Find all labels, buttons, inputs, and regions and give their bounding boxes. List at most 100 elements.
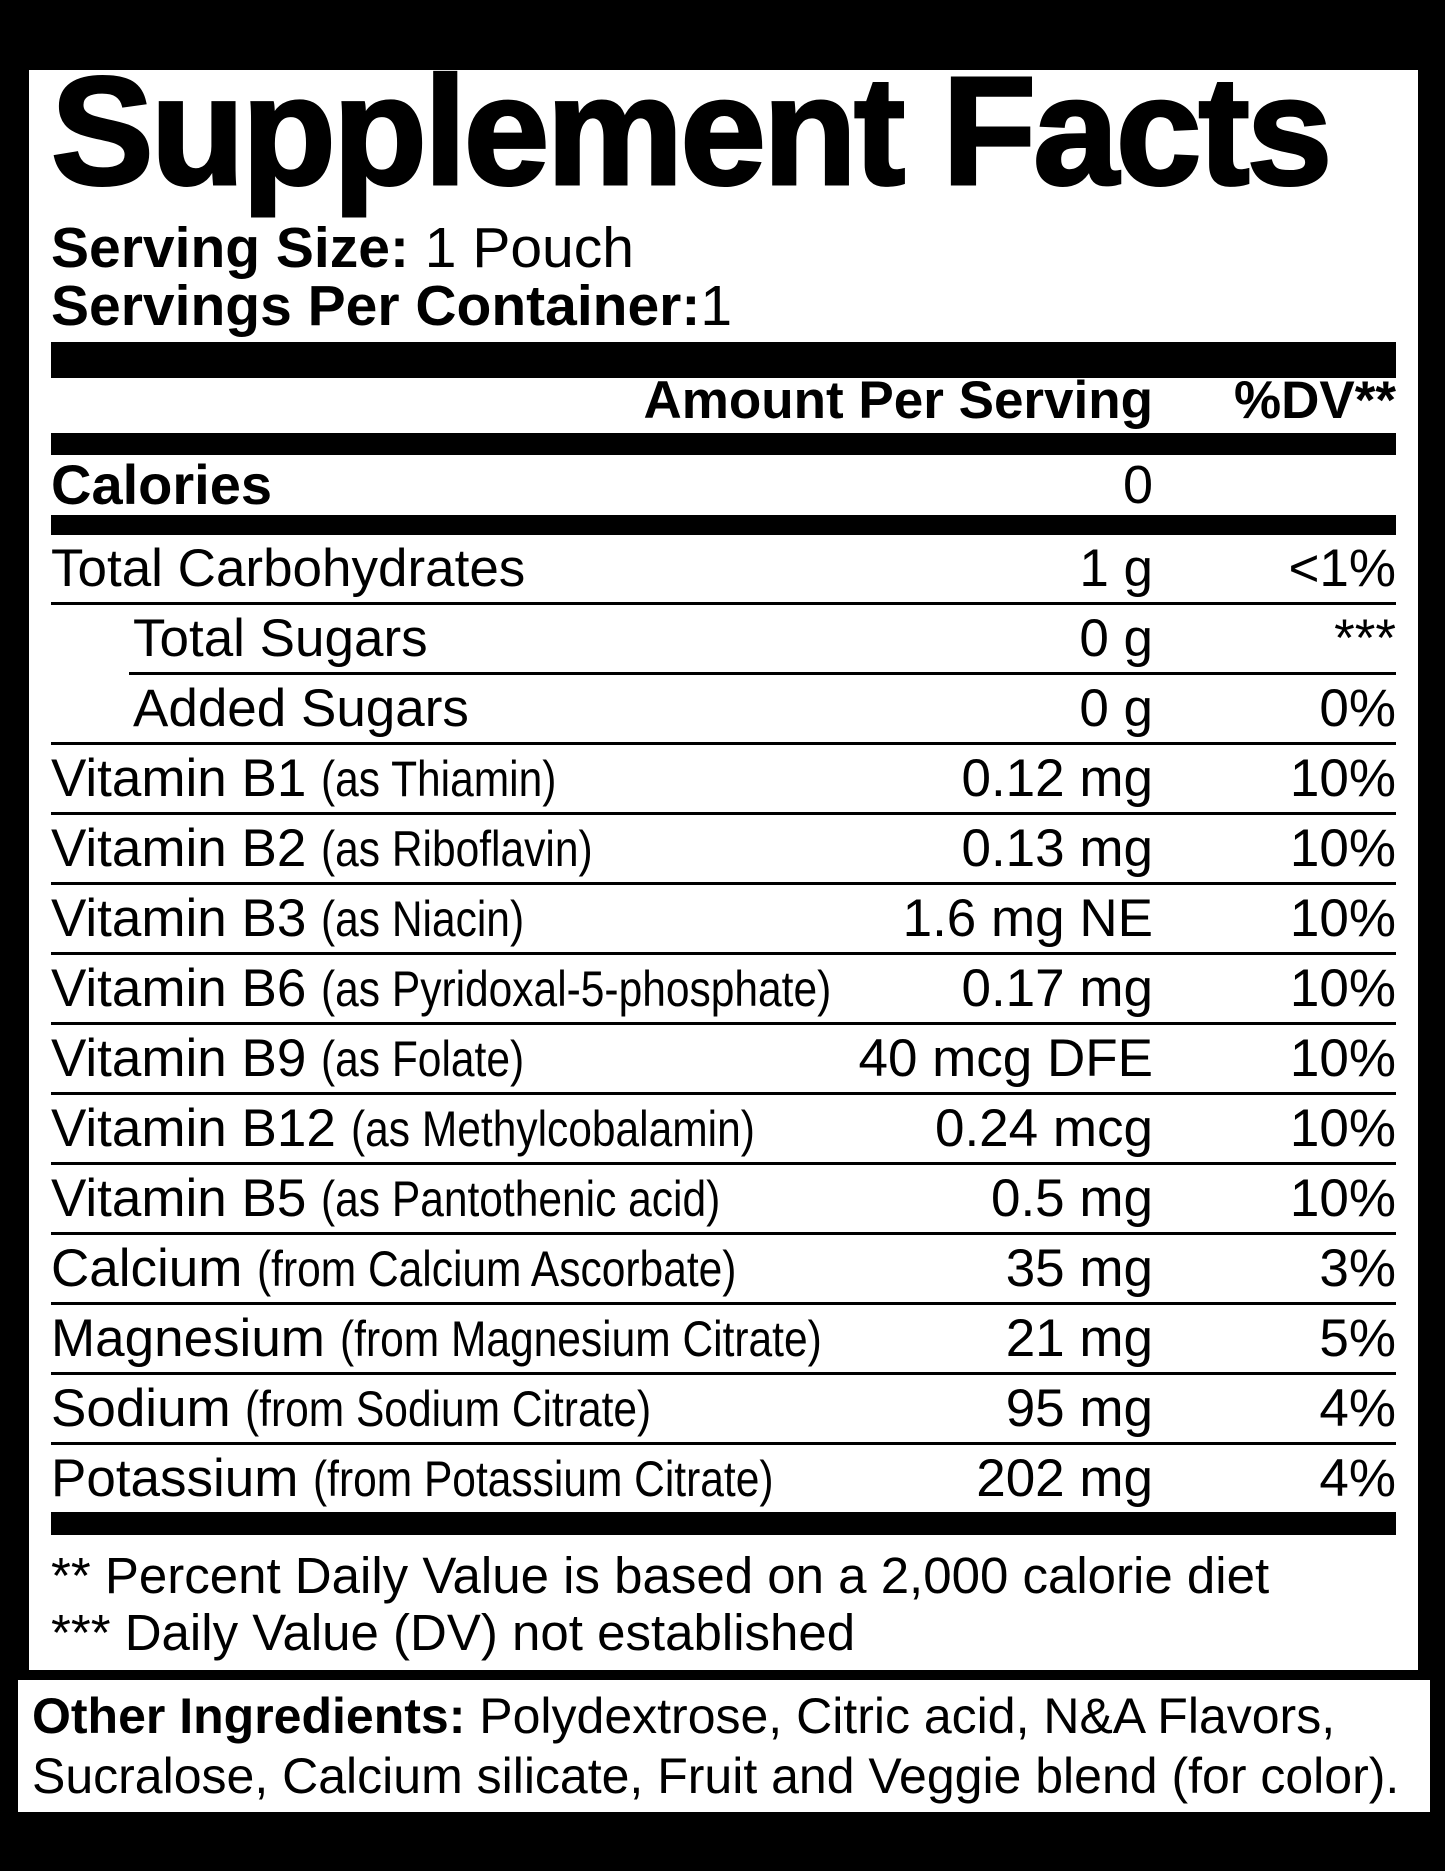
row-separator: [51, 882, 1396, 885]
nutrient-dv: 10%: [1289, 1169, 1396, 1228]
row-separator: [51, 1162, 1396, 1165]
nutrient-table: Total Carbohydrates 1 g <1% Total Sugars…: [51, 535, 1396, 1512]
row-separator: [51, 602, 1396, 605]
nutrient-amount: 202 mg: [976, 1449, 1153, 1508]
table-row: Magnesium (from Magnesium Citrate) 21 mg…: [51, 1305, 1396, 1372]
calories-row: Calories 0: [51, 453, 1396, 516]
row-separator: [51, 1302, 1396, 1305]
other-ingredients-text-2: Sucralose, Calcium silicate, Fruit and V…: [32, 1748, 1400, 1804]
table-row: Vitamin B1 (as Thiamin) 0.12 mg 10%: [51, 745, 1396, 812]
table-row: Vitamin B3 (as Niacin) 1.6 mg NE 10%: [51, 885, 1396, 952]
nutrient-amount: 0.17 mg: [961, 959, 1153, 1018]
table-header-row: Amount Per Serving %DV**: [51, 371, 1396, 433]
nutrient-amount: 1 g: [1079, 539, 1153, 598]
nutrient-name: Total Sugars: [133, 609, 428, 668]
row-separator: [51, 1372, 1396, 1375]
other-ingredients-line2: Sucralose, Calcium silicate, Fruit and V…: [32, 1746, 1416, 1806]
nutrient-source: (as Niacin): [321, 891, 525, 947]
nutrient-source: (as Pyridoxal-5-phosphate): [321, 961, 832, 1017]
footnote-dv-not-established: *** Daily Value (DV) not established: [51, 1604, 856, 1661]
nutrient-source: (as Methylcobalamin): [350, 1101, 755, 1157]
nutrient-dv: 5%: [1319, 1309, 1396, 1368]
nutrient-name: Total Carbohydrates: [51, 539, 526, 598]
nutrient-amount: 35 mg: [1005, 1239, 1153, 1298]
nutrient-source: (as Thiamin): [321, 751, 557, 807]
row-separator: [129, 672, 1396, 675]
nutrient-dv: 10%: [1289, 819, 1396, 878]
serving-size-line: Serving Size: 1 Pouch: [51, 220, 1396, 277]
nutrient-amount: 21 mg: [1005, 1309, 1153, 1368]
nutrient-amount: 0 g: [1079, 609, 1153, 668]
nutrient-source: (as Riboflavin): [321, 821, 593, 877]
row-separator: [51, 1442, 1396, 1445]
divider-bar-medium: [51, 433, 1396, 455]
panel-title: Supplement Facts: [50, 45, 1334, 217]
nutrient-amount: 95 mg: [1005, 1379, 1153, 1438]
nutrient-name: Calcium (from Calcium Ascorbate): [51, 1235, 821, 1303]
nutrient-dv: 10%: [1289, 959, 1396, 1018]
divider-bar-thick: [51, 1512, 1396, 1535]
nutrient-name: Vitamin B5 (as Pantothenic acid): [51, 1165, 791, 1233]
nutrient-dv: ***: [1334, 609, 1396, 668]
footnotes: ** Percent Daily Value is based on a 2,0…: [51, 1535, 1396, 1661]
row-separator: [51, 1232, 1396, 1235]
nutrient-dv: 0%: [1319, 679, 1396, 738]
amount-per-serving-header: Amount Per Serving: [643, 371, 1153, 430]
nutrient-dv: 10%: [1289, 889, 1396, 948]
calories-label: Calories: [51, 453, 272, 516]
nutrient-amount: 0.24 mcg: [934, 1099, 1153, 1158]
nutrient-dv: 10%: [1289, 749, 1396, 808]
nutrient-source: (from Potassium Citrate): [313, 1451, 774, 1507]
servings-per-container-line: Servings Per Container:1: [51, 278, 1396, 335]
row-separator: [51, 952, 1396, 955]
percent-dv-header: %DV**: [1233, 371, 1396, 430]
nutrient-source: (as Pantothenic acid): [321, 1171, 721, 1227]
table-row: Added Sugars 0 g 0%: [51, 675, 1396, 742]
nutrient-amount: 0 g: [1079, 679, 1153, 738]
row-separator: [51, 742, 1396, 745]
table-row: Vitamin B2 (as Riboflavin) 0.13 mg 10%: [51, 815, 1396, 882]
nutrient-name: Magnesium (from Magnesium Citrate): [51, 1305, 907, 1373]
supplement-facts-panel: Supplement Facts Serving Size: 1 Pouch S…: [29, 53, 1418, 1670]
divider-bar-thick: [51, 342, 1396, 378]
nutrient-name: Vitamin B2 (as Riboflavin): [51, 815, 641, 883]
footnote-dv: ** Percent Daily Value is based on a 2,0…: [51, 1547, 1270, 1604]
table-row: Total Sugars 0 g ***: [51, 605, 1396, 672]
row-separator: [51, 1022, 1396, 1025]
nutrient-name: Sodium (from Sodium Citrate): [51, 1375, 723, 1443]
serving-size-value: 1 Pouch: [424, 216, 634, 280]
nutrient-amount: 0.12 mg: [961, 749, 1153, 808]
nutrient-amount: 1.6 mg NE: [902, 889, 1153, 948]
nutrient-name: Potassium (from Potassium Citrate): [51, 1445, 855, 1513]
nutrient-name: Vitamin B3 (as Niacin): [51, 885, 560, 953]
serving-size-label: Serving Size:: [51, 216, 409, 280]
nutrient-amount: 0.5 mg: [990, 1169, 1153, 1228]
nutrient-source: (as Folate): [321, 1031, 525, 1087]
calories-value: 0: [1122, 455, 1153, 515]
row-separator: [51, 812, 1396, 815]
other-ingredients-line1: Other Ingredients: Polydextrose, Citric …: [32, 1686, 1416, 1746]
nutrient-source: (from Calcium Ascorbate): [257, 1241, 737, 1297]
row-separator: [51, 1092, 1396, 1095]
table-row: Vitamin B9 (as Folate) 40 mcg DFE 10%: [51, 1025, 1396, 1092]
table-row: Vitamin B5 (as Pantothenic acid) 0.5 mg …: [51, 1165, 1396, 1232]
nutrient-source: (from Magnesium Citrate): [339, 1311, 822, 1367]
other-ingredients-panel: Other Ingredients: Polydextrose, Citric …: [18, 1680, 1430, 1812]
other-ingredients-label: Other Ingredients:: [32, 1688, 466, 1744]
servings-per-container-label: Servings Per Container:: [51, 274, 701, 338]
nutrient-dv: 3%: [1319, 1239, 1396, 1298]
nutrient-name: Added Sugars: [133, 679, 469, 738]
nutrient-name: Vitamin B9 (as Folate): [51, 1025, 560, 1093]
nutrient-name: Vitamin B6 (as Pyridoxal-5-phosphate): [51, 955, 921, 1023]
table-row: Sodium (from Sodium Citrate) 95 mg 4%: [51, 1375, 1396, 1442]
nutrient-dv: 4%: [1319, 1449, 1396, 1508]
nutrient-dv: 4%: [1319, 1379, 1396, 1438]
other-ingredients-text-1: Polydextrose, Citric acid, N&A Flavors,: [465, 1688, 1336, 1744]
table-row: Total Carbohydrates 1 g <1%: [51, 535, 1396, 602]
divider-bar-medium: [51, 515, 1396, 535]
nutrient-dv: 10%: [1289, 1029, 1396, 1088]
nutrient-name: Vitamin B1 (as Thiamin): [51, 745, 598, 813]
servings-per-container-value: 1: [700, 274, 733, 338]
nutrient-name: Vitamin B12 (as Methylcobalamin): [51, 1095, 826, 1163]
nutrient-amount: 40 mcg DFE: [858, 1029, 1153, 1088]
